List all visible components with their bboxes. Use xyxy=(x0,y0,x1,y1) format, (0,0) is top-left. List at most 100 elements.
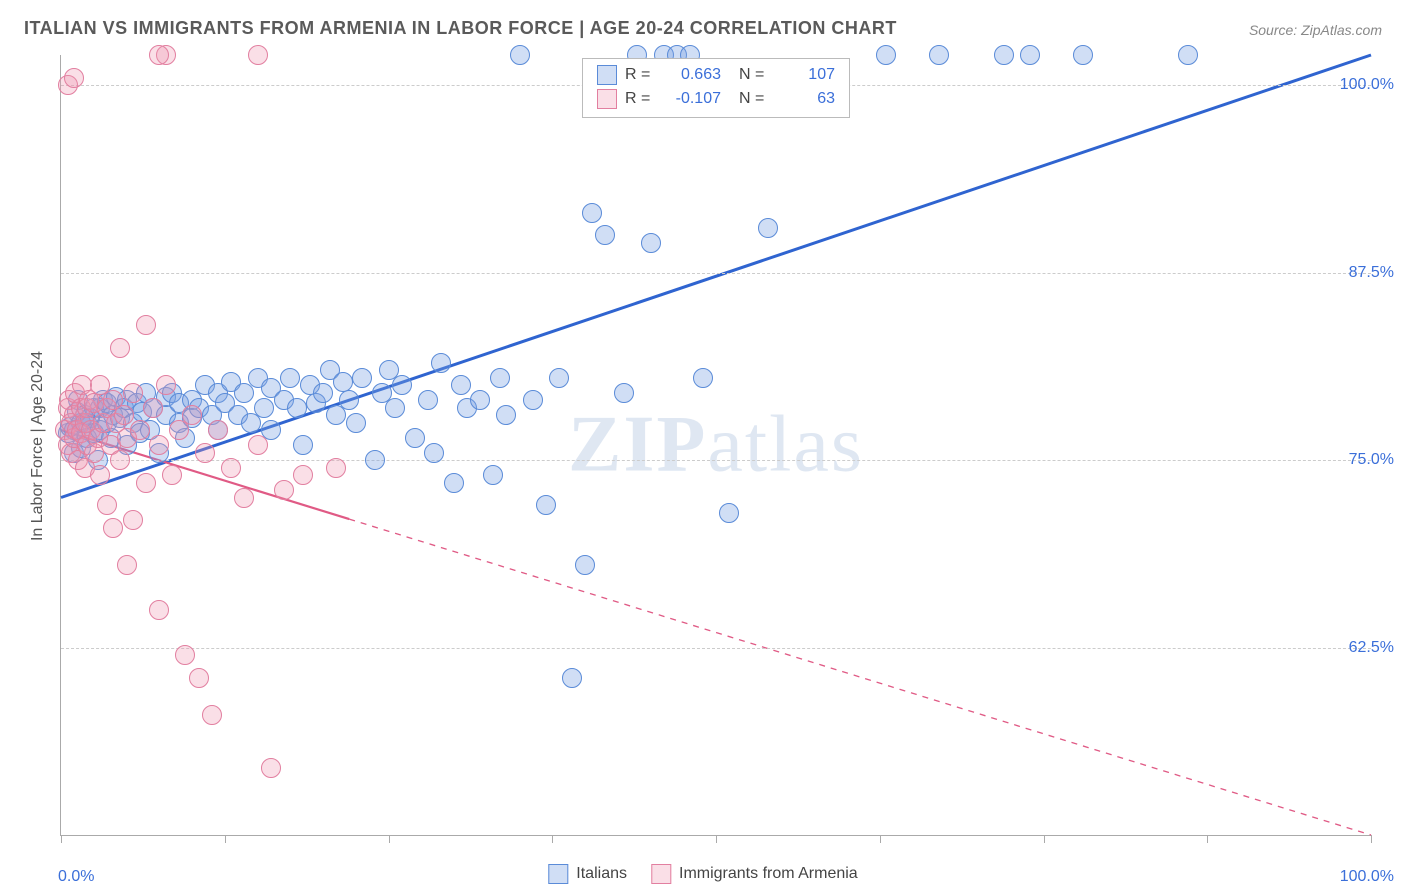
source-attribution: Source: ZipAtlas.com xyxy=(1249,22,1382,38)
data-point xyxy=(562,668,582,688)
data-point xyxy=(208,420,228,440)
data-point xyxy=(114,405,134,425)
legend-item: Immigrants from Armenia xyxy=(651,864,858,884)
data-point xyxy=(595,225,615,245)
legend-swatch xyxy=(548,864,568,884)
data-point xyxy=(405,428,425,448)
data-point xyxy=(392,375,412,395)
y-tick-label: 75.0% xyxy=(1349,451,1394,469)
x-tick xyxy=(880,835,881,843)
data-point xyxy=(641,233,661,253)
legend-r-label: R = xyxy=(625,90,657,108)
x-axis-min-label: 0.0% xyxy=(58,868,94,886)
gridline xyxy=(61,273,1371,274)
x-tick xyxy=(389,835,390,843)
data-point xyxy=(189,668,209,688)
data-point xyxy=(758,218,778,238)
x-tick xyxy=(225,835,226,843)
series-legend: Italians Immigrants from Armenia xyxy=(548,864,857,884)
legend-n-value: 107 xyxy=(779,66,835,84)
data-point xyxy=(483,465,503,485)
data-point xyxy=(582,203,602,223)
data-point xyxy=(110,338,130,358)
plot-area: ZIPatlas xyxy=(61,55,1371,835)
data-point xyxy=(123,383,143,403)
y-tick-label: 87.5% xyxy=(1349,264,1394,282)
chart-frame: ZIPatlas R =0.663N =107R =-0.107N =63 xyxy=(60,55,1371,836)
data-point xyxy=(352,368,372,388)
data-point xyxy=(451,375,471,395)
data-point xyxy=(117,555,137,575)
data-point xyxy=(149,45,169,65)
x-tick xyxy=(1371,835,1372,843)
chart-title: ITALIAN VS IMMIGRANTS FROM ARMENIA IN LA… xyxy=(24,18,897,39)
data-point xyxy=(431,353,451,373)
data-point xyxy=(365,450,385,470)
data-point xyxy=(424,443,444,463)
data-point xyxy=(248,435,268,455)
data-point xyxy=(490,368,510,388)
data-point xyxy=(523,390,543,410)
data-point xyxy=(385,398,405,418)
data-point xyxy=(614,383,634,403)
data-point xyxy=(293,435,313,455)
data-point xyxy=(156,375,176,395)
data-point xyxy=(103,518,123,538)
data-point xyxy=(248,45,268,65)
legend-swatch xyxy=(597,89,617,109)
data-point xyxy=(261,758,281,778)
legend-r-value: 0.663 xyxy=(665,66,721,84)
data-point xyxy=(994,45,1014,65)
data-point xyxy=(280,368,300,388)
data-point xyxy=(97,495,117,515)
data-point xyxy=(221,458,241,478)
data-point xyxy=(202,705,222,725)
y-tick-label: 100.0% xyxy=(1340,76,1394,94)
data-point xyxy=(444,473,464,493)
data-point xyxy=(575,555,595,575)
legend-n-label: N = xyxy=(739,90,771,108)
data-point xyxy=(326,458,346,478)
data-point xyxy=(313,383,333,403)
gridline xyxy=(61,460,1371,461)
data-point xyxy=(293,465,313,485)
legend-label: Immigrants from Armenia xyxy=(679,865,858,883)
data-point xyxy=(123,510,143,530)
x-tick xyxy=(716,835,717,843)
legend-row: R =-0.107N =63 xyxy=(597,87,835,111)
x-tick xyxy=(1044,835,1045,843)
data-point xyxy=(287,398,307,418)
legend-swatch xyxy=(651,864,671,884)
data-point xyxy=(162,465,182,485)
data-point xyxy=(143,398,163,418)
y-axis-label: In Labor Force | Age 20-24 xyxy=(29,351,47,541)
legend-row: R =0.663N =107 xyxy=(597,63,835,87)
data-point xyxy=(719,503,739,523)
legend-n-value: 63 xyxy=(779,90,835,108)
x-tick xyxy=(61,835,62,843)
data-point xyxy=(1178,45,1198,65)
data-point xyxy=(929,45,949,65)
data-point xyxy=(64,68,84,88)
legend-n-label: N = xyxy=(739,66,771,84)
data-point xyxy=(130,420,150,440)
data-point xyxy=(693,368,713,388)
data-point xyxy=(496,405,516,425)
data-point xyxy=(876,45,896,65)
data-point xyxy=(149,435,169,455)
correlation-legend: R =0.663N =107R =-0.107N =63 xyxy=(582,58,850,118)
data-point xyxy=(346,413,366,433)
data-point xyxy=(182,405,202,425)
data-point xyxy=(195,443,215,463)
data-point xyxy=(90,465,110,485)
data-point xyxy=(339,390,359,410)
legend-item: Italians xyxy=(548,864,627,884)
data-point xyxy=(549,368,569,388)
data-point xyxy=(254,398,274,418)
data-point xyxy=(333,372,353,392)
data-point xyxy=(110,450,130,470)
gridline xyxy=(61,648,1371,649)
legend-swatch xyxy=(597,65,617,85)
data-point xyxy=(149,600,169,620)
data-point xyxy=(136,315,156,335)
